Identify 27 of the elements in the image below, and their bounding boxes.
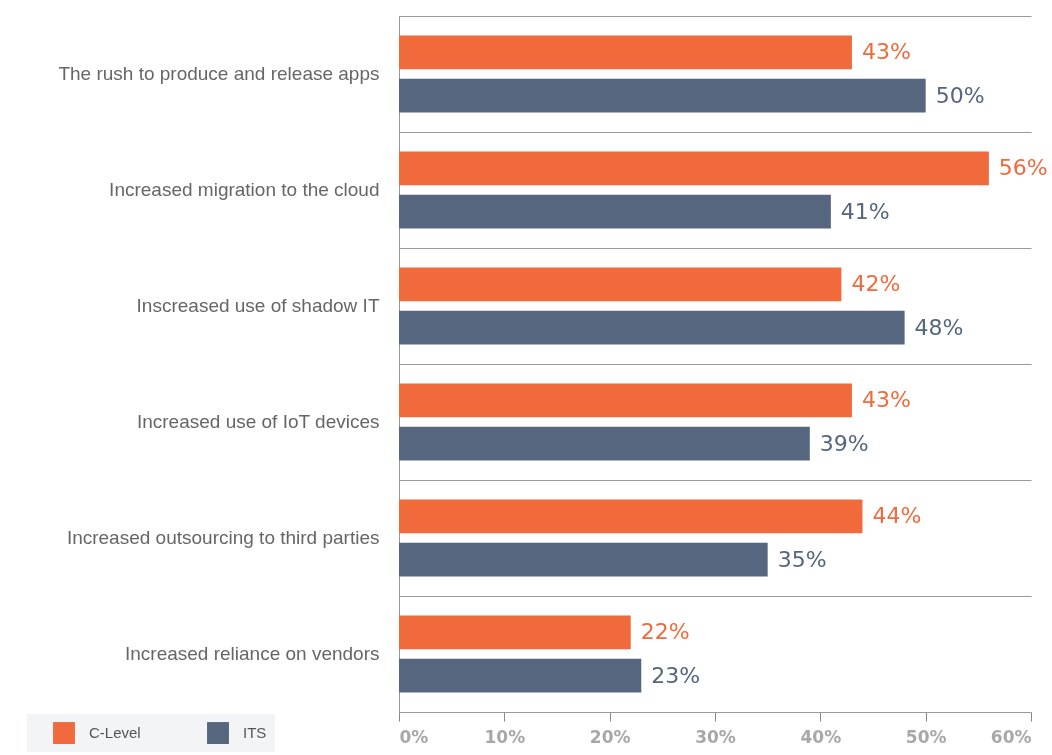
x-tick-label: 40% (800, 726, 842, 747)
x-tick-label: 30% (695, 726, 736, 747)
data-label: 41% (840, 198, 890, 224)
data-label: 42% (851, 271, 901, 297)
x-tick-label: 60% (990, 726, 1032, 747)
y-tick-label: Increased use of IoT devices (136, 411, 380, 432)
data-label: 35% (777, 546, 827, 572)
legend-label: C-Level (89, 724, 141, 742)
data-label: 43% (861, 39, 911, 65)
data-label: 39% (819, 430, 869, 456)
x-tick-label: 50% (905, 726, 947, 747)
data-label: 23% (651, 662, 701, 688)
y-tick-label: The rush to produce and release apps (58, 63, 380, 84)
data-label: 48% (914, 314, 964, 340)
y-tick-label: Increased outsourcing to third parties (66, 527, 380, 548)
y-tick-label: Inscreased use of shadow IT (136, 295, 380, 316)
data-label: 56% (998, 155, 1048, 181)
legend-label: ITS (243, 724, 267, 742)
x-tick-label: 20% (589, 726, 631, 747)
y-tick-label: Increased reliance on vendors (124, 643, 380, 664)
data-label: 44% (872, 503, 922, 529)
data-label: 43% (861, 387, 911, 413)
y-tick-label: Increased migration to the cloud (109, 179, 380, 200)
data-label: 50% (935, 82, 985, 108)
x-tick-label: 10% (484, 726, 526, 747)
data-label: 22% (640, 619, 690, 645)
x-tick-label: 0% (399, 726, 429, 747)
